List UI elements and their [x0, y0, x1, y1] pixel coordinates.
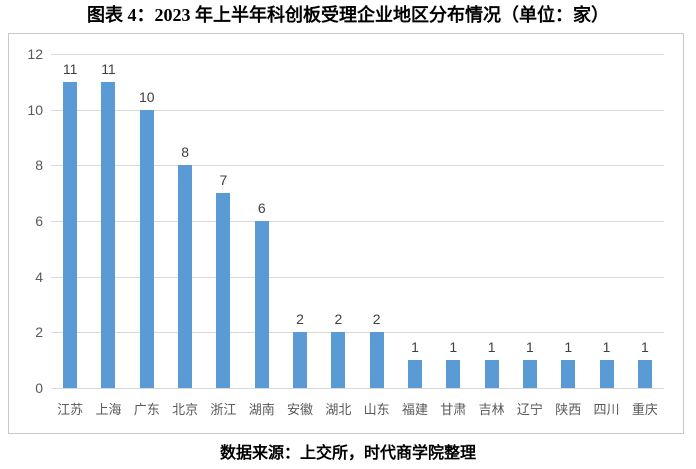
- x-axis-category-label: 广东: [133, 402, 160, 417]
- bar-value-label: 6: [257, 200, 266, 216]
- bar-江苏: [63, 81, 78, 388]
- bar-value-label: 1: [487, 339, 496, 356]
- x-axis-category-label: 湖北: [325, 402, 352, 417]
- gridline: [51, 221, 664, 222]
- y-axis-tick-label: 10: [27, 101, 43, 118]
- bar-value-label: 1: [449, 339, 458, 356]
- bar-value-label: 2: [334, 311, 343, 328]
- y-axis-tick-label: 6: [35, 213, 43, 229]
- x-axis-category-label: 浙江: [210, 402, 237, 417]
- gridline: [51, 109, 664, 111]
- bar-value-label: 1: [411, 339, 419, 356]
- bar-value-label: 1: [640, 339, 649, 356]
- bar-value-label: 1: [602, 339, 611, 356]
- x-axis-category-label: 上海: [95, 402, 122, 417]
- bar-上海: [101, 81, 116, 388]
- gridline: [51, 276, 664, 278]
- bar-value-label: 11: [101, 60, 116, 77]
- y-axis-tick-label: 12: [27, 46, 43, 62]
- bar-广东: [139, 109, 154, 388]
- bar-山东: [369, 332, 384, 388]
- x-axis-category-label: 山东: [363, 402, 390, 417]
- bar-湖北: [331, 332, 346, 388]
- source-note: 数据来源：上交所，时代商学院整理: [219, 445, 476, 462]
- bar-浙江: [216, 193, 231, 388]
- x-axis-category-label: 福建: [401, 402, 428, 417]
- bar-四川: [599, 360, 614, 388]
- y-axis-tick-label: 0: [35, 380, 43, 396]
- bar-湖南: [254, 221, 269, 388]
- bar-吉林: [484, 360, 499, 388]
- x-axis-category-label: 湖南: [248, 402, 275, 417]
- bar-甘肃: [446, 360, 461, 388]
- x-axis-category-label: 四川: [593, 402, 620, 417]
- bar-安徽: [293, 332, 308, 388]
- bar-value-label: 1: [564, 339, 573, 356]
- gridline: [51, 165, 664, 167]
- x-axis-category-label: 安徽: [287, 402, 314, 417]
- bar-福建: [407, 360, 422, 388]
- bar-value-label: 11: [62, 60, 78, 77]
- x-axis-category-label: 陕西: [555, 402, 582, 417]
- bar-北京: [178, 165, 193, 388]
- y-axis-tick-label: 4: [35, 268, 43, 285]
- x-axis-category-label: 吉林: [478, 402, 505, 417]
- chart-frame: 0 2 4 6 8 10 12 11 江苏 11 上海 10 广东 8 北京 7 浙江 6 湖南 2 安徽 2 湖北 2 山东 1…: [8, 33, 684, 434]
- bar-value-label: 2: [372, 311, 381, 328]
- x-axis-category-label: 辽宁: [516, 402, 543, 417]
- bar-value-label: 2: [296, 311, 304, 328]
- bar-陕西: [561, 360, 576, 388]
- bar-value-label: 10: [138, 88, 155, 105]
- x-axis-category-label: 北京: [172, 402, 199, 417]
- figure-title: 图表 4：2023 年上半年科创板受理企业地区分布情况（单位：家）: [87, 5, 609, 25]
- bar-value-label: 8: [181, 144, 189, 161]
- gridline: [51, 332, 664, 334]
- bar-value-label: 1: [526, 339, 534, 356]
- gridline: [51, 388, 664, 389]
- gridline: [51, 54, 664, 55]
- bar-重庆: [637, 360, 652, 388]
- bar-辽宁: [522, 360, 537, 388]
- y-axis-tick-label: 2: [35, 324, 43, 341]
- x-axis-category-label: 江苏: [57, 402, 84, 417]
- bar-value-label: 7: [219, 172, 228, 189]
- y-axis-tick-label: 8: [35, 157, 43, 174]
- x-axis-category-label: 重庆: [631, 402, 658, 417]
- x-axis-category-label: 甘肃: [440, 402, 467, 417]
